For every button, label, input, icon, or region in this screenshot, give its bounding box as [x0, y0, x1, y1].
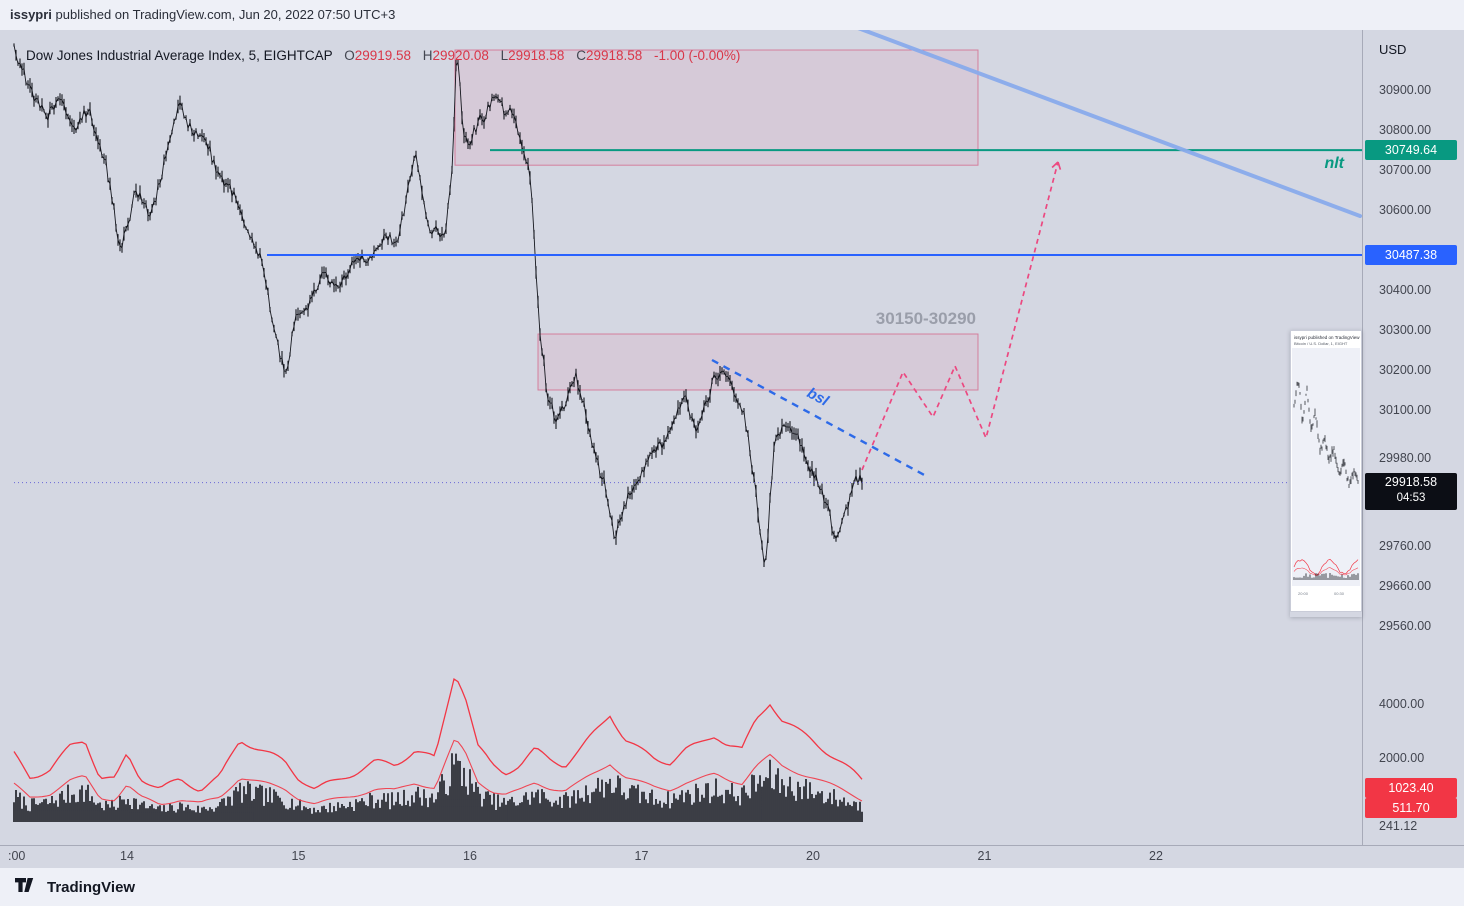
nlt-label: nlt	[1324, 155, 1344, 172]
volume-ma-slow	[13, 739, 863, 805]
inset-title: Bitcoin / U.S. Dollar, 1, EIGHT	[1294, 341, 1348, 346]
inset-thumbnail[interactable]: issypri published on TradingView Bitcoin …	[1290, 330, 1362, 617]
symbol-legend[interactable]: Dow Jones Industrial Average Index, 5, E…	[26, 48, 740, 63]
ohlc-high-value: 29920.08	[432, 48, 489, 63]
price-tick: 30800.00	[1379, 123, 1432, 137]
price-badge: 29918.58 04:53	[1365, 472, 1457, 510]
time-tick: 20	[806, 849, 820, 863]
time-tick: :00	[8, 849, 26, 863]
badge-volume: 511.70	[1392, 801, 1430, 815]
attribution-bar: issypri published on TradingView.com, Ju…	[0, 0, 1464, 30]
attribution-author: issypri	[10, 7, 52, 22]
supply-zone[interactable]	[537, 333, 979, 391]
ohlc-high-label: H	[422, 48, 433, 63]
supply-zone[interactable]	[454, 49, 979, 166]
inset-attribution: issypri published on TradingView	[1294, 335, 1360, 340]
ohlc-close-label: C	[576, 48, 586, 63]
price-tick: 30900.00	[1379, 83, 1432, 97]
volume-tick: 4000.00	[1379, 697, 1425, 711]
zone-label: 30150-30290	[876, 309, 976, 328]
price-tick: 29980.00	[1379, 451, 1432, 465]
badge-volume: 1023.40	[1388, 781, 1434, 795]
price-tick: 30200.00	[1379, 363, 1432, 377]
projection-arrowhead	[1051, 161, 1062, 170]
badge-price: 29918.58	[1384, 474, 1438, 489]
price-tick: 30700.00	[1379, 163, 1432, 177]
price-badge: 30749.64	[1365, 140, 1457, 161]
price-badge: 30487.38	[1365, 245, 1457, 266]
price-tick: 30600.00	[1379, 203, 1432, 217]
time-tick: 17	[634, 849, 649, 863]
trendline[interactable]	[856, 26, 1362, 218]
price-tick: 29560.00	[1379, 619, 1432, 633]
inset-chart: issypri published on TradingViewBitcoin …	[1290, 330, 1362, 612]
time-tick: 22	[1149, 849, 1163, 863]
time-tick: 14	[120, 849, 134, 863]
tradingview-brand[interactable]: TradingView	[47, 878, 136, 896]
ohlc-change: -1.00 (-0.00%)	[654, 48, 741, 63]
ohlc-close-value: 29918.58	[585, 48, 643, 63]
volume-tick: 241.12	[1379, 819, 1418, 833]
inset-time-label: 00:30	[1334, 591, 1345, 596]
inset-chart-bg	[1292, 348, 1360, 586]
time-axis[interactable]: :00 14 15 16 17 20 21 22	[0, 845, 1464, 868]
ohlc-open-value: 29919.58	[354, 48, 412, 63]
ohlc-open-label: O	[344, 48, 355, 63]
time-tick: 16	[463, 849, 477, 863]
tradingview-logo-icon[interactable]	[14, 874, 38, 901]
price-tick: 30400.00	[1379, 283, 1432, 297]
volume-badge: 1023.40	[1365, 778, 1457, 798]
time-tick: 21	[977, 849, 992, 863]
inset-ma-fast	[1293, 558, 1359, 576]
inset-ma-slow	[1293, 567, 1359, 576]
badge-price: 30749.64	[1384, 143, 1438, 158]
ohlc-low-label: L	[500, 48, 509, 63]
price-axis[interactable]: USD 30900.00 30800.00 30700.00 30600.00 30400…	[1362, 30, 1464, 845]
price-tick: 29760.00	[1379, 539, 1432, 553]
currency-label: USD	[1379, 42, 1407, 57]
symbol-title: Dow Jones Industrial Average Index, 5, E…	[26, 48, 333, 63]
inset-spark	[1293, 381, 1359, 488]
price-tick: 30100.00	[1379, 403, 1432, 417]
bsl-line[interactable]	[711, 358, 929, 479]
inset-volume	[1293, 573, 1359, 580]
badge-countdown: 04:53	[1396, 491, 1426, 504]
inset-time-label: 20:00	[1298, 591, 1309, 596]
candles-midline	[13, 44, 863, 563]
time-tick: 15	[291, 849, 306, 863]
volume-bars	[13, 753, 863, 822]
price-tick: 30300.00	[1379, 323, 1432, 337]
footer: TradingView	[0, 868, 1464, 906]
badge-price: 30487.38	[1384, 248, 1438, 263]
attribution-text: published on TradingView.com, Jun 20, 20…	[51, 7, 396, 22]
price-tick: 29660.00	[1379, 579, 1432, 593]
ohlc-low-value: 29918.58	[508, 48, 565, 63]
volume-ma-fast	[13, 677, 863, 792]
volume-tick: 2000.00	[1379, 751, 1425, 765]
volume-badge: 511.70	[1365, 798, 1457, 818]
